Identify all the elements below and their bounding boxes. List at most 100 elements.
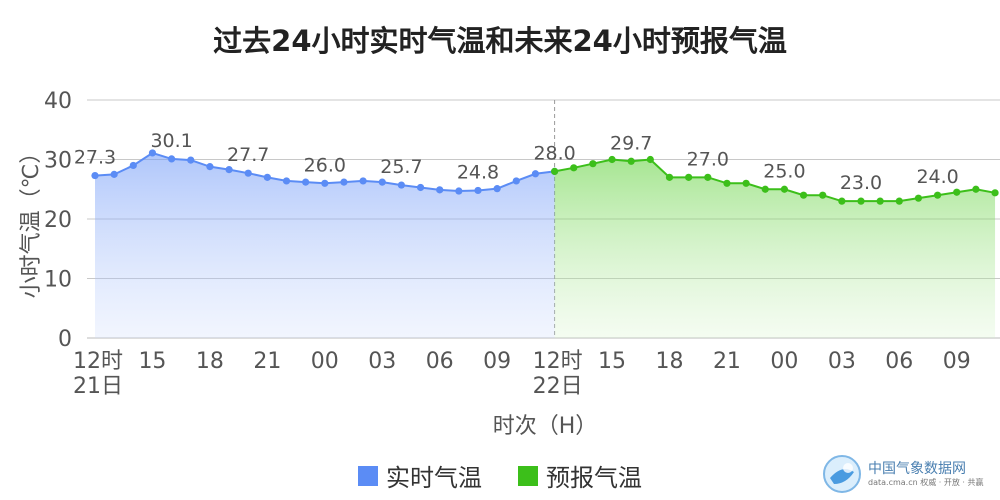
x-tick-label: 03 — [368, 349, 396, 374]
y-tick-label: 10 — [44, 268, 72, 293]
legend-label-observed: 实时气温 — [386, 464, 482, 492]
data-label: 24.0 — [916, 166, 958, 188]
series-area-1 — [554, 159, 996, 338]
data-point — [110, 170, 118, 178]
data-point — [723, 179, 731, 187]
x-tick-label: 00 — [311, 349, 339, 374]
legend-swatch-observed — [358, 465, 378, 486]
data-point — [148, 149, 157, 157]
legend-item-observed[interactable]: 实时气温 — [358, 458, 482, 493]
data-point — [244, 169, 252, 177]
x-date-label: 22日 — [533, 374, 583, 399]
data-point — [455, 187, 463, 195]
x-tick-label: 15 — [598, 349, 626, 374]
data-label: 26.0 — [304, 154, 346, 176]
data-label: 28.0 — [533, 142, 575, 164]
data-point — [742, 179, 750, 187]
data-label: 25.0 — [763, 160, 805, 182]
legend-swatch-forecast — [518, 465, 538, 486]
y-tick-label: 0 — [58, 327, 72, 352]
data-point — [838, 197, 846, 205]
data-point — [589, 160, 597, 168]
data-point — [436, 186, 444, 194]
x-tick-label: 15 — [138, 349, 166, 374]
data-label: 25.7 — [380, 156, 422, 178]
data-point — [129, 161, 137, 170]
data-point — [646, 155, 654, 164]
data-point — [91, 171, 99, 180]
data-point — [876, 197, 884, 205]
legend-item-forecast[interactable]: 预报气温 — [518, 458, 642, 493]
watermark-name: 中国气象数据网 — [868, 461, 966, 477]
data-point — [531, 170, 540, 178]
data-point — [397, 181, 405, 189]
data-point — [263, 173, 271, 181]
x-tick-label: 21 — [253, 349, 281, 374]
data-point — [302, 178, 310, 186]
data-point — [206, 163, 214, 171]
data-point — [799, 191, 808, 199]
data-label: 27.0 — [687, 148, 729, 170]
data-label: 27.7 — [227, 144, 269, 166]
x-tick-label: 18 — [196, 349, 224, 374]
chart-title: 过去24小时实时气温和未来24小时预报气温 — [213, 24, 787, 58]
data-point — [551, 167, 559, 175]
data-label: 29.7 — [610, 132, 652, 154]
data-point — [378, 178, 386, 186]
data-point — [225, 166, 233, 174]
x-tick-label: 09 — [483, 349, 511, 374]
x-tick-label: 00 — [770, 349, 798, 374]
cma-logo-icon — [823, 455, 861, 493]
data-point — [895, 197, 903, 205]
y-tick-label: 30 — [44, 149, 72, 174]
data-point — [857, 197, 865, 205]
data-label: 23.0 — [840, 172, 882, 194]
data-point — [608, 155, 616, 164]
data-point — [321, 179, 329, 187]
data-point — [627, 157, 635, 165]
x-tick-label: 06 — [885, 349, 913, 374]
x-tick-label: 12时 — [73, 349, 123, 374]
data-point — [359, 177, 367, 185]
x-tick-label: 21 — [713, 349, 741, 374]
data-point — [570, 164, 578, 172]
series-area-0 — [95, 152, 555, 338]
y-tick-label: 20 — [44, 208, 72, 233]
data-point — [474, 186, 482, 195]
x-tick-label: 03 — [828, 349, 856, 374]
x-date-label: 21日 — [73, 374, 123, 399]
x-tick-label: 18 — [656, 349, 684, 374]
data-point — [416, 183, 425, 192]
x-tick-label: 09 — [943, 349, 971, 374]
data-point — [914, 194, 923, 202]
data-point — [972, 185, 980, 193]
data-point — [780, 185, 789, 193]
legend-label-forecast: 预报气温 — [546, 464, 642, 492]
data-point — [685, 173, 693, 181]
data-label: 24.8 — [457, 161, 499, 183]
data-point — [340, 178, 348, 186]
temperature-chart: 27.3 30.1 27.7 26.0 25.7 24.8 28.0 29.7 27.0 25.0… — [19, 89, 1000, 439]
data-point — [282, 177, 291, 185]
data-point — [187, 156, 195, 164]
data-source-logo: 中国气象数据网 data.cma.cn 权威 · 开放 · 共赢 — [820, 452, 995, 496]
data-point — [761, 185, 769, 193]
legend: 实时气温 预报气温 — [0, 458, 1000, 494]
data-label: 27.3 — [74, 147, 116, 169]
y-tick-label: 40 — [44, 89, 72, 114]
data-point — [934, 191, 942, 199]
data-point — [512, 177, 520, 185]
data-point — [665, 173, 674, 181]
data-label: 30.1 — [150, 130, 192, 152]
y-axis-title: 小时气温（℃） — [19, 142, 44, 299]
x-axis-title: 时次（H） — [493, 414, 598, 439]
data-point — [704, 173, 712, 181]
x-tick-label: 12时 — [533, 349, 583, 374]
data-point — [168, 155, 176, 163]
x-tick-label: 06 — [426, 349, 454, 374]
data-point — [991, 189, 999, 197]
data-point — [819, 191, 827, 199]
data-point — [953, 188, 961, 196]
watermark-subtitle: data.cma.cn 权威 · 开放 · 共赢 — [868, 478, 984, 487]
data-point — [493, 185, 501, 193]
